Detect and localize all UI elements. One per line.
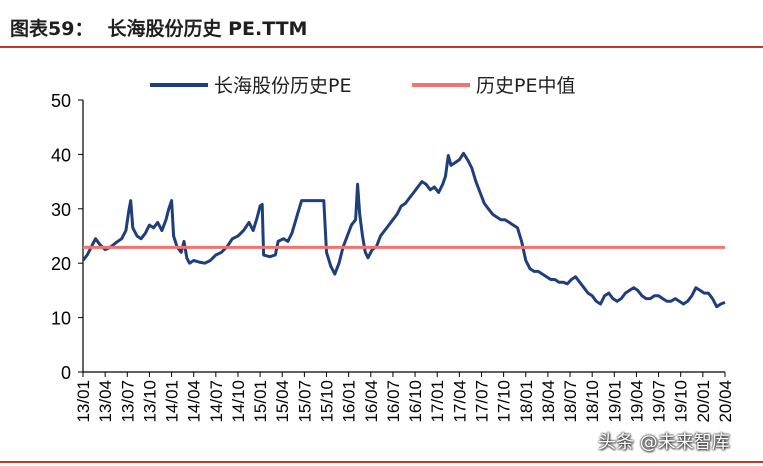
- x-tick-label: 18/10: [583, 380, 602, 423]
- x-tick-label: 16/04: [362, 380, 381, 423]
- x-tick-label: 18/01: [517, 380, 536, 423]
- x-tick-label: 14/10: [229, 380, 248, 423]
- x-tick-label: 17/07: [472, 380, 491, 423]
- x-tick-label: 19/04: [627, 380, 646, 423]
- figure-header: 图表59： 长海股份历史 PE.TTM: [10, 14, 307, 40]
- legend-label-pe: 长海股份历史PE: [214, 75, 351, 97]
- x-tick-label: 15/01: [251, 380, 270, 423]
- x-tick-label: 16/01: [340, 380, 359, 423]
- figure-label: 图表59：: [10, 17, 94, 40]
- x-tick-label: 17/01: [428, 380, 447, 423]
- x-tick-label: 19/07: [650, 380, 669, 423]
- y-tick-label: 40: [51, 145, 71, 165]
- x-tick-label: 15/10: [318, 380, 337, 423]
- y-axis-ticks: 0 10 20 30 40 50: [51, 91, 83, 383]
- chart-axes: [82, 100, 725, 373]
- x-tick-label: 16/10: [406, 380, 425, 423]
- x-axis-ticks: 13/01 13/04 13/07 13/10 14/01 14/04 14/07 14/10…: [74, 372, 735, 423]
- x-tick-label: 18/04: [539, 380, 558, 423]
- x-tick-label: 20/01: [694, 380, 713, 423]
- chart-series: [81, 151, 726, 309]
- y-tick-label: 30: [51, 200, 71, 220]
- chart-legend: 长海股份历史PE 历史PE中值: [150, 75, 575, 97]
- header-rule: [0, 46, 763, 48]
- x-tick-label: 20/04: [716, 380, 735, 423]
- x-tick-label: 14/01: [163, 380, 182, 423]
- x-tick-label: 19/01: [605, 380, 624, 423]
- x-tick-label: 19/10: [672, 380, 691, 423]
- x-tick-label: 18/07: [561, 380, 580, 423]
- footer-rule: [0, 461, 763, 463]
- x-tick-label: 17/04: [450, 380, 469, 423]
- x-tick-label: 16/07: [384, 380, 403, 423]
- y-tick-label: 20: [51, 254, 71, 274]
- x-tick-label: 15/07: [295, 380, 314, 423]
- series-line-pe: [81, 151, 726, 309]
- x-tick-label: 14/04: [185, 380, 204, 423]
- legend-label-median: 历史PE中值: [476, 75, 575, 97]
- y-tick-label: 10: [51, 309, 71, 329]
- x-tick-label: 17/10: [495, 380, 514, 423]
- x-tick-label: 13/01: [74, 380, 93, 423]
- x-tick-label: 15/04: [273, 380, 292, 423]
- y-tick-label: 0: [61, 363, 71, 383]
- x-tick-label: 13/10: [140, 380, 159, 423]
- x-tick-label: 14/07: [207, 380, 226, 423]
- watermark: 头条 @未来智库: [598, 432, 730, 453]
- figure-title: 长海股份历史 PE.TTM: [107, 17, 308, 40]
- x-tick-label: 13/07: [118, 380, 137, 423]
- y-tick-label: 50: [51, 91, 71, 111]
- x-tick-label: 13/04: [96, 380, 115, 423]
